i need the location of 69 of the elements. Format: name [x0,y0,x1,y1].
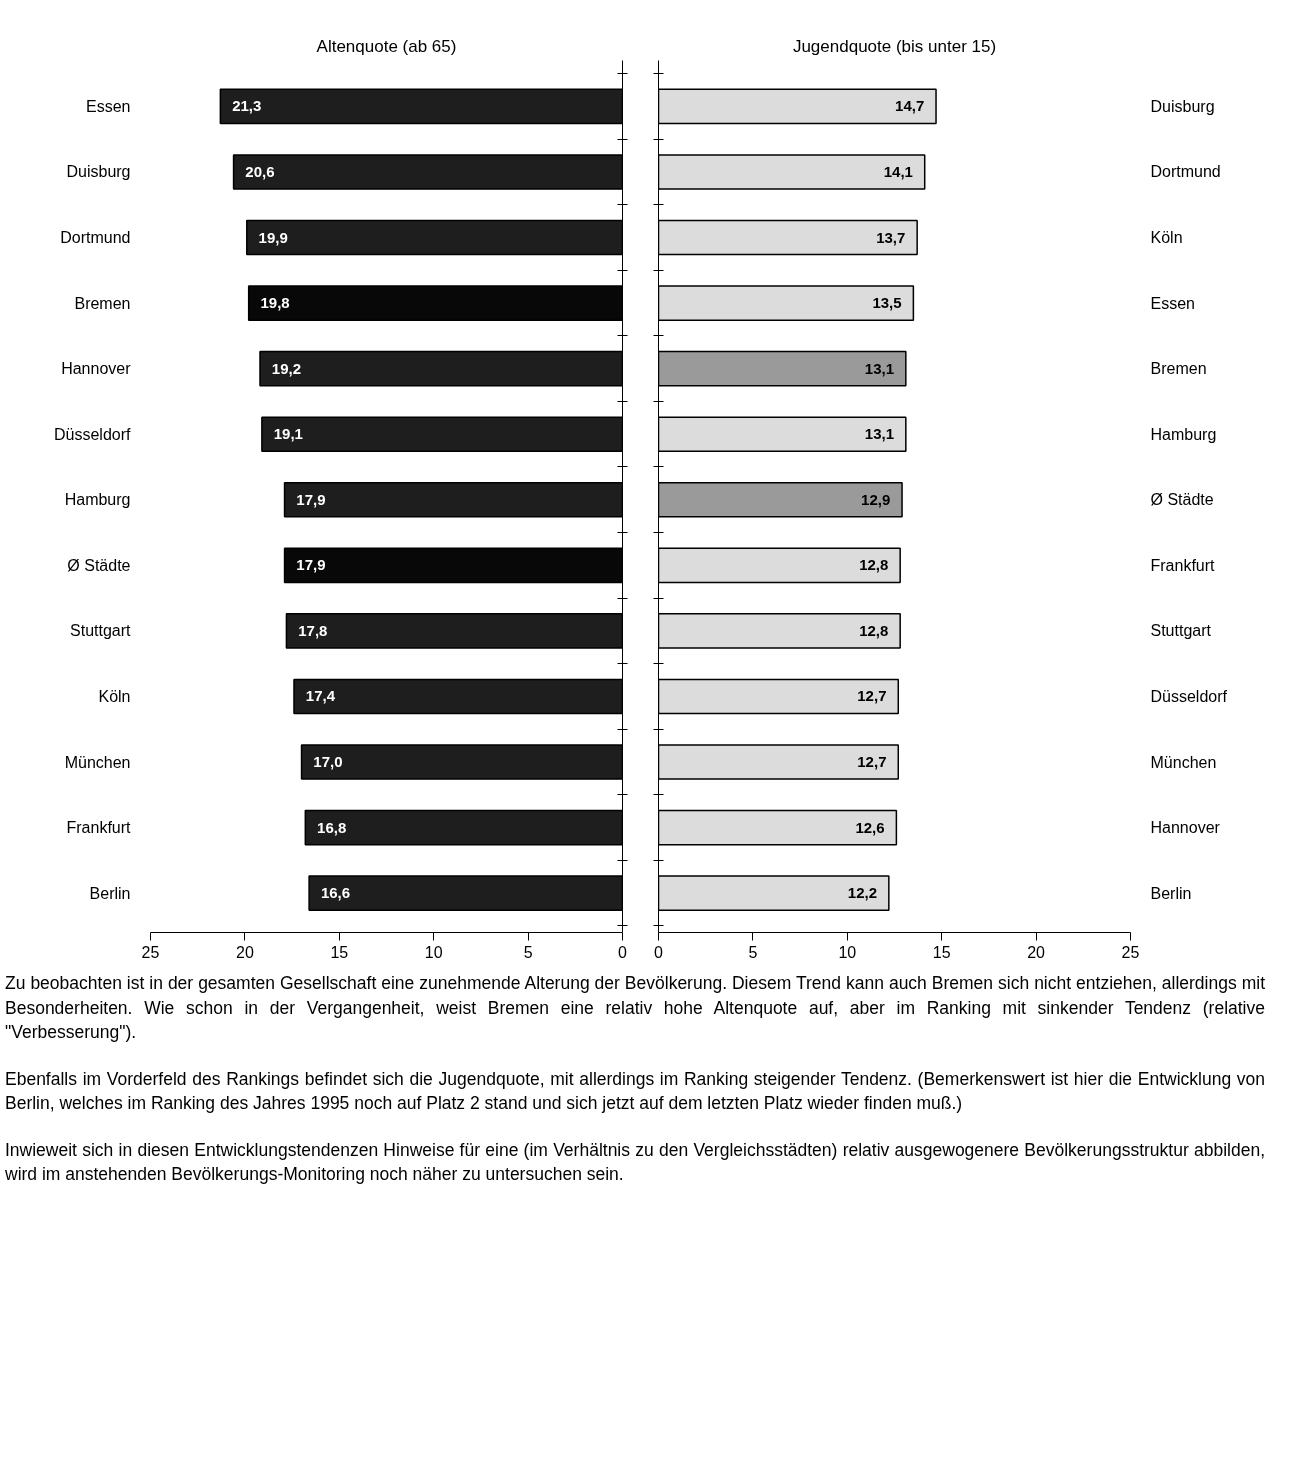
y-tick-label: Duisburg [66,163,131,181]
y-tick-label: Düsseldorf [54,425,132,443]
y-tick-label: Frankfurt [1150,556,1216,574]
x-tick-label: 5 [748,943,758,961]
y-tick-label: Stuttgart [1150,622,1212,640]
data-label: 17,9 [296,556,326,574]
x-tick-label: 5 [523,943,533,961]
x-tick-label: 15 [330,943,349,961]
data-label: 12,6 [855,818,885,836]
x-tick-label: 25 [141,943,160,961]
y-tick-label: Ø Städte [1150,491,1214,509]
y-tick-label: Dortmund [60,229,131,247]
data-label: 21,3 [232,97,262,115]
data-label: 19,2 [271,359,302,377]
y-tick-label: Essen [1150,294,1195,312]
text: Zu beobachten ist in der gesamten Gesellschaft eine zunehmende Alterung der Bevölkerung. Diesem Trend kann auch Bremen sich nicht entziehen, allerdings mit Besonderheiten. Wie schon in der Vergangenheit, weist Bremen eine relativ hohe Altenquote auf, aber im Ranking mit sinkender Tendenz (relative "Verbesserung"). [5,972,1265,1044]
data-label: 19,9 [258,228,288,246]
y-tick-label: Düsseldorf [1150,687,1228,705]
chart-title: Jugendquote (bis unter 15) [792,36,997,56]
x-tick-label: 20 [1027,943,1046,961]
text: Ebenfalls im Vorderfeld des Rankings befindet sich die Jugendquote, mit allerdings im Ranking steigender Tendenz. (Bemerkenswert ist hier die Entwicklung von Berlin, welches im Ranking des Jahres 1995 noch auf Platz 2 stand und sich jetzt auf dem letzten Platz wieder finden muß.) [5,1067,1265,1115]
data-label: 12,8 [859,556,889,574]
y-tick-label: Hamburg [1150,425,1217,443]
y-tick-label: Bremen [1150,360,1207,378]
x-tick-label: 15 [932,943,951,961]
data-label: 12,7 [857,687,887,705]
data-label: 16,8 [317,818,347,836]
data-label: 12,8 [859,621,889,639]
x-tick-label: 20 [236,943,254,961]
data-label: 16,6 [320,884,351,902]
data-label: 17,8 [298,621,328,639]
y-tick-label: Köln [98,687,131,705]
data-label: 13,1 [864,359,895,377]
y-tick-label: München [1150,753,1217,771]
data-label: 12,9 [861,490,891,508]
y-tick-label: Ø Städte [67,556,131,574]
y-tick-label: Frankfurt [66,819,132,837]
data-label: 14,7 [895,97,925,115]
y-tick-label: Hannover [61,360,132,378]
y-tick-label: Hannover [1150,819,1221,837]
y-tick-label: Hamburg [64,491,131,509]
data-label: 17,4 [305,687,336,705]
data-label: 17,9 [296,490,326,508]
y-tick-label: München [64,753,131,771]
data-label: 12,7 [857,753,887,771]
x-tick-label: 0 [654,943,664,961]
y-tick-label: Essen [86,97,131,115]
y-tick-label: Dortmund [1150,163,1221,181]
data-label: 19,1 [273,425,303,443]
x-tick-label: 25 [1121,943,1140,961]
data-label: 19,8 [260,294,290,312]
data-label: 20,6 [245,162,275,180]
x-tick-label: 10 [838,943,857,961]
x-tick-label: 10 [424,943,443,961]
y-tick-label: Köln [1150,229,1183,247]
data-label: 12,2 [847,884,878,902]
text: Inwieweit sich in diesen Entwicklungstendenzen Hinweise für eine (im Verhältnis zu den Vergleichsstädten) relativ ausgewogenere Bevölkerungsstruktur abbilden, wird im anstehenden Bevölkerungs-Monitoring noch näher zu untersuchen sein. [5,1138,1265,1186]
data-label: 13,7 [876,228,906,246]
data-label: 14,1 [883,162,913,180]
y-tick-label: Berlin [1150,884,1192,902]
y-tick-label: Stuttgart [70,622,132,640]
y-tick-label: Duisburg [1150,97,1215,115]
x-tick-label: 0 [618,943,628,961]
data-label: 13,1 [864,425,895,443]
data-label: 17,0 [313,753,343,771]
chart-title: Altenquote (ab 65) [316,36,457,56]
y-tick-label: Berlin [89,884,131,902]
y-tick-label: Bremen [74,294,131,312]
data-label: 13,5 [872,294,902,312]
